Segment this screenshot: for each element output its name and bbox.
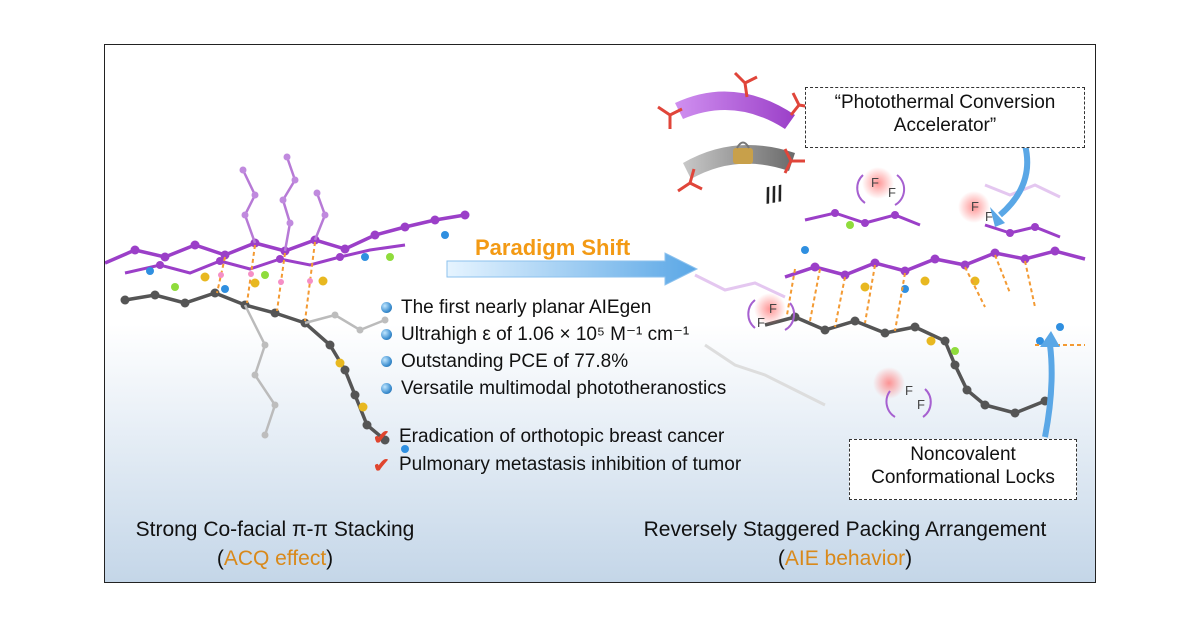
list-item: Versatile multimodal phototheranostics [381, 375, 726, 402]
bullet-icon [381, 356, 392, 367]
fluorine-label: F [757, 315, 765, 330]
bullet-text: Outstanding PCE of 77.8% [401, 350, 629, 372]
molecular-rotor-icon: /// [657, 71, 812, 209]
left-caption: Strong Co-facial π-π Stacking (ACQ effec… [105, 515, 445, 573]
fluorine-label: F [769, 301, 777, 316]
bullet-icon [381, 302, 392, 313]
list-item: Ultrahigh ε of 1.06 × 10⁵ M⁻¹ cm⁻¹ [381, 321, 726, 348]
outcome-text: Pulmonary metastasis inhibition of tumor [399, 454, 742, 475]
caption-line: Strong Co-facial π-π Stacking [135, 518, 415, 541]
fluorine-label: F [985, 209, 993, 224]
callout-line: “Photothermal Conversion [834, 92, 1056, 113]
callout-pointers [990, 144, 1060, 438]
bullet-icon [381, 383, 392, 394]
checkmark-icon: ✔ [373, 454, 390, 477]
paradigm-shift-label: Paradigm Shift [475, 235, 631, 260]
bullet-icon [381, 329, 392, 340]
conformational-locks-callout: Noncovalent Conformational Locks [849, 439, 1077, 500]
molecular-illustration: /// [105, 71, 1086, 453]
outcome-text: Eradication of orthotopic breast cancer [399, 426, 725, 447]
left-stack-molecules [105, 153, 470, 453]
fluorine-label: F [871, 175, 879, 190]
checkmark-icon: ✔ [373, 426, 390, 449]
list-item: ✔ Eradication of orthotopic breast cance… [373, 423, 741, 451]
list-item: Outstanding PCE of 77.8% [381, 348, 726, 375]
caption-effect: (ACQ effect) [216, 547, 334, 570]
fluorine-label: F [917, 397, 925, 412]
fluorine-label: F [888, 185, 896, 200]
caption-effect: (AIE behavior) [777, 547, 913, 570]
equivalence-symbol: /// [763, 181, 785, 209]
photothermal-callout: “Photothermal Conversion Accelerator” [805, 87, 1085, 148]
callout-line: Noncovalent [910, 444, 1016, 465]
bullet-text: Versatile multimodal phototheranostics [401, 377, 727, 399]
outcomes-list: ✔ Eradication of orthotopic breast cance… [373, 423, 741, 479]
figure-frame: /// [104, 44, 1096, 583]
caption-line: Reversely Staggered Packing Arrangement [643, 518, 1047, 541]
fluorine-label: F [971, 199, 979, 214]
list-item: The first nearly planar AIEgen [381, 294, 726, 321]
aie-behavior-label: AIE behavior [784, 547, 906, 570]
list-item: ✔ Pulmonary metastasis inhibition of tum… [373, 451, 741, 479]
acq-effect-label: ACQ effect [223, 547, 327, 570]
right-staggered-molecules: F F F F F F F F [694, 167, 1086, 418]
callout-line: Accelerator” [893, 115, 997, 136]
bullet-text: Ultrahigh ε of 1.06 × 10⁵ M⁻¹ cm⁻¹ [401, 324, 690, 345]
right-caption: Reversely Staggered Packing Arrangement … [610, 515, 1080, 573]
paradigm-shift-arrow [446, 252, 699, 286]
fluorine-label: F [905, 383, 913, 398]
highlights-list: The first nearly planar AIEgen Ultrahigh… [381, 294, 726, 402]
bullet-text: The first nearly planar AIEgen [401, 296, 652, 318]
callout-line: Conformational Locks [871, 467, 1055, 488]
